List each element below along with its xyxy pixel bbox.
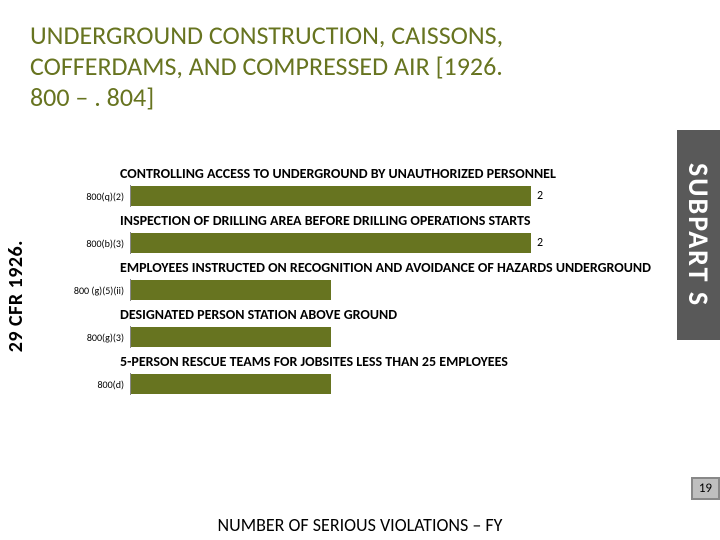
title-block: UNDERGROUND CONSTRUCTION, CAISSONS, COFF… bbox=[0, 0, 560, 124]
bar-row: 800 (g)(5)(ii)1 bbox=[60, 279, 660, 301]
page-title: UNDERGROUND CONSTRUCTION, CAISSONS, COFF… bbox=[30, 20, 530, 114]
subpart-band: SUBPART S bbox=[677, 130, 720, 340]
bar-row: 800(d)1 bbox=[60, 373, 660, 395]
section-title: CONTROLLING ACCESS TO UNDERGROUND BY UNA… bbox=[120, 166, 660, 182]
violations-chart: CONTROLLING ACCESS TO UNDERGROUND BY UNA… bbox=[60, 160, 660, 399]
page-number-badge: 19 bbox=[691, 477, 720, 500]
bar-plot: 1 bbox=[130, 279, 660, 301]
bar-plot: 1 bbox=[130, 326, 660, 348]
y-axis-label: 800(d) bbox=[60, 378, 130, 391]
bar-value: 2 bbox=[537, 189, 543, 203]
bar: 2 bbox=[131, 233, 531, 253]
bar bbox=[131, 280, 331, 300]
section-title: INSPECTION OF DRILLING AREA BEFORE DRILL… bbox=[120, 213, 660, 229]
y-axis-label: 800(q)(2) bbox=[60, 190, 130, 203]
bar-plot: 1 bbox=[130, 373, 660, 395]
bar bbox=[131, 327, 331, 347]
section-title: DESIGNATED PERSON STATION ABOVE GROUND bbox=[120, 307, 660, 323]
y-axis-label: 800 (g)(5)(ii) bbox=[60, 284, 130, 297]
cfr-label: 29 CFR 1926. bbox=[4, 240, 28, 352]
y-axis-label: 800(g)(3) bbox=[60, 331, 130, 344]
bar: 2 bbox=[131, 186, 531, 206]
bar-plot: 2 bbox=[130, 232, 660, 254]
bar-row: 800(b)(3)2 bbox=[60, 232, 660, 254]
chart-footer-title: NUMBER OF SERIOUS VIOLATIONS – FY bbox=[0, 514, 720, 536]
y-axis-label: 800(b)(3) bbox=[60, 237, 130, 250]
bar bbox=[131, 374, 331, 394]
bar-row: 800(g)(3)1 bbox=[60, 326, 660, 348]
bar-value: 2 bbox=[537, 236, 543, 250]
section-title: EMPLOYEES INSTRUCTED ON RECOGNITION AND … bbox=[120, 260, 660, 276]
bar-row: 800(q)(2)2 bbox=[60, 185, 660, 207]
section-title: 5-PERSON RESCUE TEAMS FOR JOBSITES LESS … bbox=[120, 354, 660, 370]
bar-plot: 2 bbox=[130, 185, 660, 207]
